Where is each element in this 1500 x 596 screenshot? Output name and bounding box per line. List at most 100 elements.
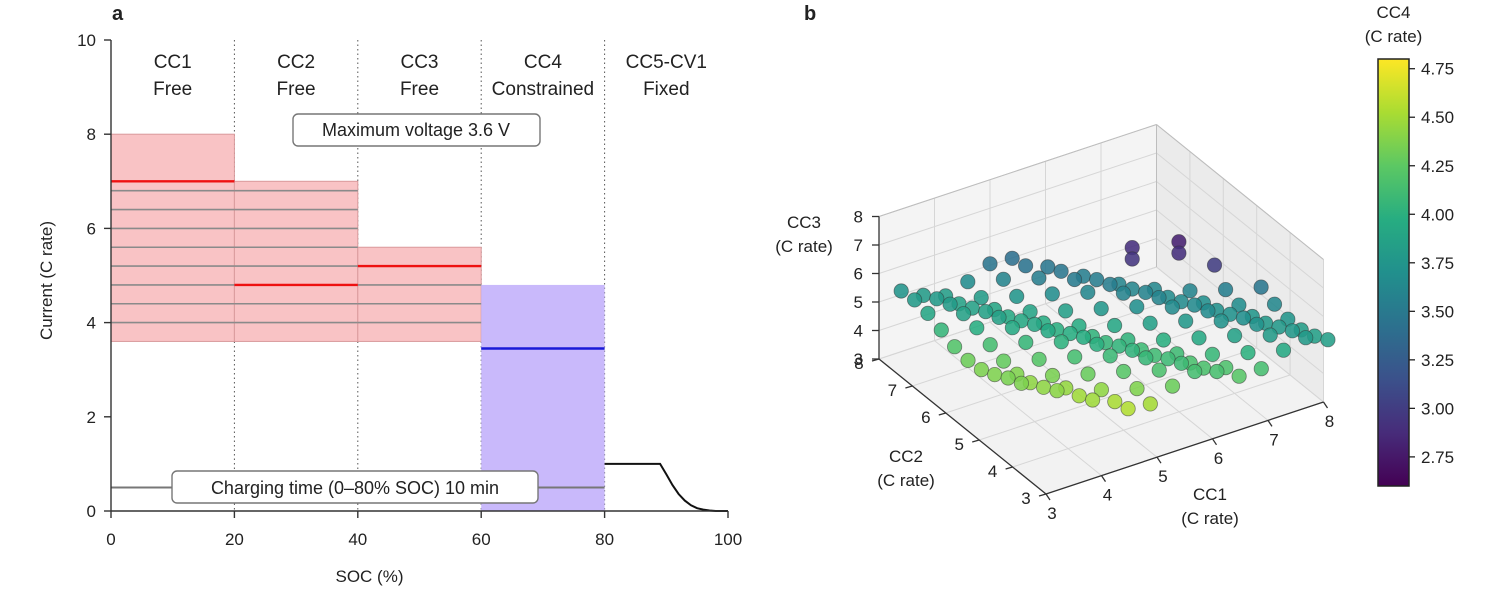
scatter-point [1227, 327, 1243, 344]
floor-grid-line [989, 321, 1158, 458]
cc3-axis-unit: (C rate) [775, 237, 833, 256]
scatter-point [1191, 330, 1207, 346]
cc2-tick-label: 6 [921, 408, 930, 427]
cc3-tick-label: 7 [854, 236, 863, 255]
scatter-point [1171, 245, 1187, 261]
panel-b-letter: b [804, 3, 816, 25]
scatter-point [1231, 368, 1247, 384]
cc2-tick-mark [905, 385, 913, 389]
scatter-point [1085, 392, 1101, 408]
scatter-point [960, 274, 976, 290]
floor-grid-line [1100, 285, 1269, 421]
cc1-tick-mark [1156, 456, 1162, 464]
max-voltage-box [292, 113, 541, 147]
cc1-tick-label: 8 [1325, 412, 1334, 431]
scatter-point [1138, 350, 1154, 366]
scatter-point [1204, 346, 1221, 362]
scatter-point [1044, 286, 1060, 302]
colorbar-tick-label: 4.75 [1421, 60, 1454, 79]
scatter-point [982, 256, 998, 272]
cc5-cv1-curve [604, 462, 728, 512]
scatter-point [1253, 361, 1269, 377]
segment-mode: Free [400, 79, 439, 100]
x-tick-label: 60 [472, 530, 491, 549]
scatter-point [969, 320, 985, 336]
cc2-tick-label: 3 [1021, 489, 1030, 508]
scatter-point [1164, 299, 1180, 315]
pane-edge [878, 124, 1157, 217]
back-grid-line [878, 152, 1157, 246]
scatter-point [1124, 342, 1141, 358]
scatter-point [1017, 258, 1034, 274]
scatter-point [1253, 279, 1269, 295]
scatter-point [1275, 342, 1292, 358]
scatter-point [982, 337, 998, 353]
x-tick-label: 100 [714, 530, 742, 549]
scatter-point [1186, 297, 1203, 313]
scatter-point [1066, 271, 1083, 288]
x-tick-label: 40 [348, 530, 367, 549]
scatter-point [1187, 363, 1203, 380]
floor-grid-line [979, 347, 1257, 441]
cc1-axis-label: CC1 [1193, 485, 1227, 504]
current-band-cc2 [233, 180, 359, 342]
scatter-point [1080, 366, 1096, 382]
scatter-point [1115, 285, 1132, 301]
scatter-point [942, 296, 958, 312]
charging-time-box [171, 470, 539, 504]
cc1-tick-label: 3 [1047, 504, 1056, 523]
scatter-point [1071, 388, 1087, 404]
cc3-tick-label: 4 [854, 322, 863, 341]
pane-edge [1156, 124, 1324, 260]
scatter-point [1013, 375, 1030, 391]
scatter-point [1080, 284, 1096, 300]
scatter-point [1206, 257, 1223, 273]
cc2-axis-label: CC2 [889, 447, 923, 466]
y-tick-label: 6 [87, 219, 96, 238]
cc2-tick-mark [972, 439, 980, 443]
scatter-point [1120, 401, 1136, 417]
colorbar-tick-label: 3.50 [1421, 302, 1454, 321]
scatter-point [1102, 348, 1118, 364]
scatter-point [1027, 316, 1043, 332]
cc1-tick-label: 7 [1269, 430, 1278, 449]
current-band-cc1 [110, 133, 235, 342]
scatter-point [955, 306, 972, 322]
scatter-point [1298, 330, 1314, 346]
cc3-tick-label: 3 [854, 350, 863, 369]
scatter-point [1209, 363, 1225, 380]
segment-mode: Free [277, 79, 316, 100]
scatter-point [1151, 289, 1167, 306]
y-tick-label: 0 [87, 502, 96, 521]
scatter-point [1142, 396, 1158, 412]
scatter-point [1218, 281, 1234, 298]
scatter-point [973, 289, 989, 306]
scatter-point [1009, 288, 1025, 304]
current-band-cc3 [357, 246, 482, 342]
right-grid-line [1156, 181, 1324, 317]
cc2-axis-unit: (C rate) [877, 471, 935, 490]
segment-mode: Free [153, 79, 192, 100]
cc1-axis-unit: (C rate) [1181, 509, 1239, 528]
scatter-point [1102, 276, 1118, 292]
scatter-point [1240, 344, 1256, 361]
x-tick-label: 20 [225, 530, 244, 549]
scatter-point [1266, 296, 1283, 312]
scatter-point [1089, 271, 1105, 288]
y-tick-label: 10 [77, 31, 96, 50]
cc2-tick-mark [1005, 466, 1013, 470]
scatter-point [1155, 332, 1172, 348]
segment-mode: Constrained [492, 79, 594, 100]
back-grid-line [878, 181, 1157, 274]
cc1-tick-mark [1211, 438, 1218, 446]
cc1-tick-mark [1100, 475, 1107, 482]
y-tick-label: 2 [87, 408, 96, 427]
scatter-point [1235, 310, 1252, 326]
scatter-point [1031, 351, 1047, 367]
cc2-tick-label: 5 [954, 435, 963, 454]
scatter-point [1053, 334, 1069, 350]
scatter-point [1000, 370, 1016, 386]
colorbar-tick-label: 4.50 [1421, 108, 1454, 127]
segment-name: CC1 [154, 52, 192, 73]
